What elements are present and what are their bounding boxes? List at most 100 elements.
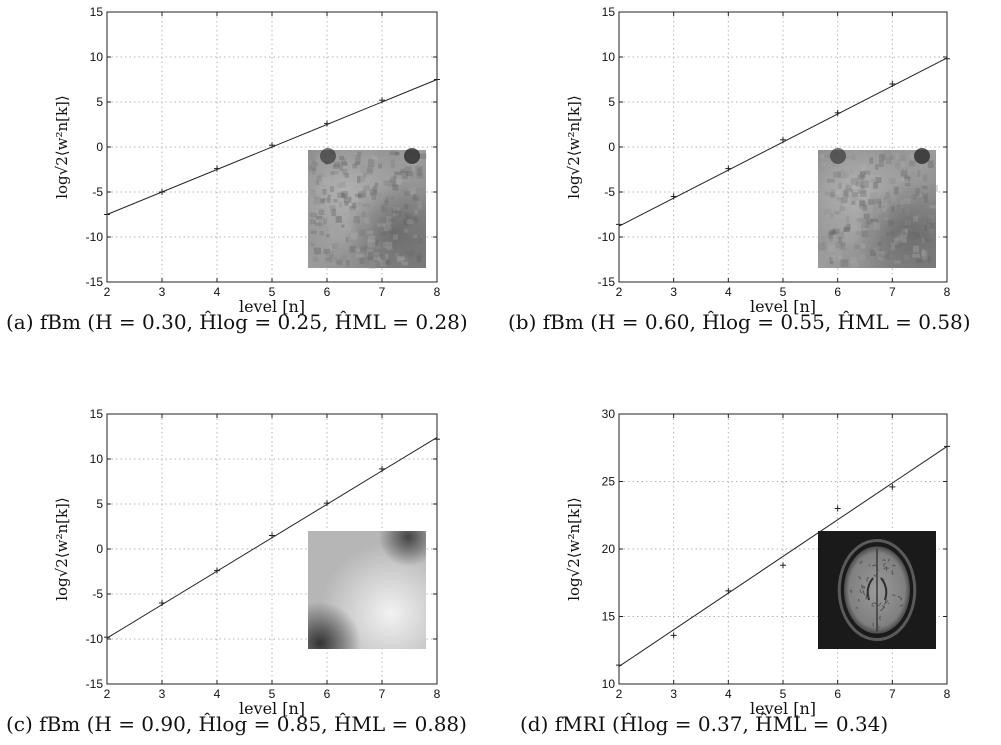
inset-speckle [929,222,936,229]
inset-speckle [891,195,896,202]
inset-speckle [837,255,843,261]
inset-speckle [919,193,923,198]
inset-speckle [377,256,382,263]
inset-speckle [875,177,882,184]
inset-speckle [864,181,871,188]
inset-speckle [390,195,395,200]
inset-speckle [916,261,923,267]
inset-speckle [929,205,936,209]
inset-speckle [905,227,913,231]
inset-speckle [407,251,415,259]
inset-speckle [836,163,841,169]
inset-speckle [401,261,408,266]
inset-speckle [904,182,911,187]
inset-speckle [380,231,388,237]
sulcus [882,559,886,562]
inset-speckle [414,209,419,215]
inset-speckle [917,170,921,177]
inset-speckle [832,161,837,167]
inset-speckle [322,177,331,186]
inset-speckle [926,255,931,263]
sulcus [861,584,865,588]
sulcus [872,622,875,627]
inset-speckle [317,173,325,177]
inset-speckle [900,170,908,177]
inset-speckle [862,204,868,212]
inset-speckle [877,186,886,195]
inset-speckle [372,237,379,246]
fit-line [618,445,948,667]
inset-speckle [844,187,851,192]
y-axis-label: log√2⟨w²n[k]⟩ [53,95,71,199]
fit-line [618,57,948,227]
inset-speckle [332,251,341,257]
sulcus [873,574,879,579]
inset-speckle [346,236,353,243]
skull-outline [837,538,917,642]
inset-speckle [897,232,903,240]
inset-speckle [825,192,833,196]
sulcus [872,563,878,567]
inset-speckle [878,201,882,209]
inset-speckle [851,192,858,197]
sulcus [855,607,859,609]
inset-speckle [373,185,378,194]
y-tick-label: -10 [86,230,104,244]
inset-speckle [357,151,362,156]
inset-speckle [900,235,907,243]
inset-speckle [869,192,877,200]
inset-speckle [383,180,392,186]
inset-speckle [329,250,334,258]
inset-speckle [404,183,411,188]
inset-speckle [407,256,412,261]
inset-speckle [353,252,361,258]
inset-speckle [319,198,325,203]
inset-speckle [874,221,878,227]
inset-speckle [857,174,865,181]
inset-speckle [824,154,831,158]
inset-speckle [877,251,885,255]
inset-speckle [395,178,403,185]
inset-speckle [845,190,849,198]
inset-speckle [898,152,902,160]
inset-speckle [358,194,366,201]
inset-speckle [901,234,907,243]
inset-speckle [371,155,375,160]
inset-speckle [879,153,885,161]
sulcus [891,569,894,575]
inset-speckle [311,160,316,165]
inset-speckle [388,153,396,161]
inset-speckle [364,245,368,250]
inset-speckle [376,223,385,227]
inset-speckle [862,238,870,244]
inset-speckle [856,218,865,222]
inset-speckle [403,190,411,196]
inset-speckle [873,209,881,215]
inset-speckle [385,196,390,204]
inset-speckle [870,218,879,222]
inset-speckle [914,188,920,196]
inset-speckle [903,254,910,260]
inset-speckle [851,201,856,205]
inset-speckle [820,162,826,167]
inset-speckle [374,182,379,187]
inset-speckle [318,209,325,215]
inset-speckle [341,161,348,167]
inset-speckle [379,155,387,160]
inset-speckle [855,231,863,235]
inset-speckle [901,228,908,237]
inset-speckle [323,248,330,254]
inset-speckle [917,189,922,196]
inset-speckle [840,242,846,250]
inset-speckle [927,215,935,224]
inset-speckle [894,186,899,195]
inset-speckle [329,256,337,263]
inset-speckle [373,157,378,161]
inset-speckle [359,245,368,254]
inset-speckle [388,218,396,222]
inset-speckle [876,169,882,174]
inset-speckle [381,232,389,239]
sulcus [899,604,904,607]
inset-speckle [347,236,353,243]
chart-panel-c: 2 3 4 5 6 7 8 -15 -10 -5 0 5 10 15 level [n] log√2⟨w²n[… [53,407,441,718]
